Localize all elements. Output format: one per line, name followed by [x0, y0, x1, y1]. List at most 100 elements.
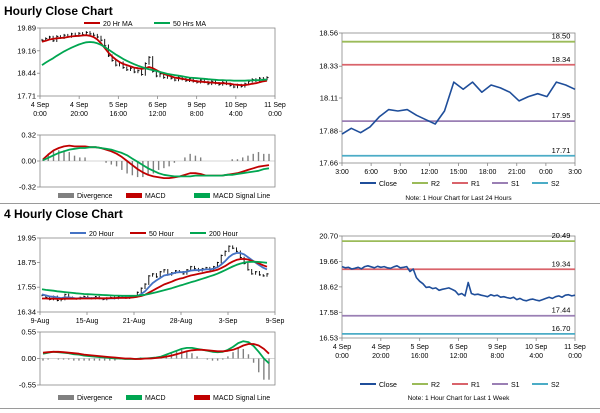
ma-line-20-hour [41, 252, 268, 300]
level-value-label: 20.49 [552, 231, 571, 240]
legend-label: Divergence [77, 395, 113, 402]
y-tick-label: 17.55 [17, 283, 36, 292]
level-value-label: 16.70 [552, 324, 571, 333]
y-tick-label: -0.32 [19, 183, 36, 192]
legend-swatch [194, 395, 210, 400]
x-tick-label: 3-Sep [219, 318, 238, 325]
y-tick-label: 0.55 [21, 328, 36, 337]
x-tick-label: 0:00 [568, 353, 582, 360]
y-tick-label: 19.16 [17, 46, 36, 55]
y-tick-label: 17.88 [319, 127, 338, 136]
x-tick-label: 0:00 [268, 111, 282, 118]
x-tick-label: 28-Aug [170, 318, 193, 325]
x-tick-label: 11 Sep [564, 344, 586, 351]
y-tick-label: 18.44 [17, 69, 36, 78]
y-tick-label: 20.70 [319, 232, 338, 241]
legend-label: R2 [431, 382, 440, 389]
legend-label: Close [379, 181, 397, 188]
hourly-section-title: Hourly Close Chart [4, 4, 113, 18]
x-tick-label: 21:00 [508, 169, 526, 176]
hourly-macd-chart: 0.32 0.00 -0.32 Divergence MACD MACD Signal L… [19, 131, 276, 200]
x-tick-label: 4:00 [529, 353, 543, 360]
x-tick-label: 6:00 [364, 169, 378, 176]
x-tick-label: 0:00 [33, 111, 47, 118]
y-tick-label: 16.53 [319, 334, 338, 343]
x-tick-label: 4 Sep [372, 344, 390, 351]
x-tick-label: 5 Sep [411, 344, 429, 351]
y-tick-label: 18.11 [320, 94, 338, 103]
legend-swatch [58, 395, 74, 400]
plot-frame [39, 237, 276, 313]
legend-label: S2 [551, 181, 560, 188]
x-tick-label: 5 Sep [109, 102, 127, 109]
legend-swatch [126, 395, 142, 400]
four-hourly-price-chart: 19.95 18.75 17.55 16.349-Aug 15-Aug 21-Aug 28-… [17, 231, 285, 325]
legend-label: 50 Hour [149, 231, 175, 238]
level-value-label: 18.34 [552, 55, 571, 64]
x-tick-label: 9-Sep [266, 318, 285, 325]
x-tick-label: 3:00 [568, 169, 582, 176]
y-tick-label: 17.66 [319, 159, 338, 168]
x-tick-label: 4 Sep [70, 102, 88, 109]
x-tick-label: 21-Aug [123, 318, 146, 325]
legend-label: S2 [551, 382, 560, 389]
y-tick-label: -0.55 [19, 381, 36, 390]
legend-label: S1 [511, 382, 520, 389]
four-hourly-macd-chart: 0.55 0.00 -0.55 Divergence MACD MACD Signal L… [19, 328, 276, 402]
y-tick-label: 0.32 [21, 131, 36, 140]
macd-line-macd-signal-line [42, 146, 270, 178]
legend-label: S1 [511, 181, 520, 188]
x-tick-label: 4:00 [229, 111, 243, 118]
x-tick-label: 11 Sep [264, 102, 286, 109]
ma-line-50-hour [42, 258, 268, 300]
x-tick-label: 0:00 [335, 353, 349, 360]
macd-line-macd [42, 144, 270, 179]
y-tick-label: 0.00 [21, 157, 36, 166]
y-tick-label: 19.66 [319, 257, 338, 266]
legend-label: 20 Hour [89, 231, 115, 238]
x-tick-label: 9:00 [393, 169, 407, 176]
x-tick-label: 6 Sep [449, 344, 467, 351]
x-tick-label: 12:00 [149, 111, 167, 118]
legend-label: 20 Hr MA [103, 21, 133, 28]
chart-note: Note: 1 Hour Chart for Last 24 Hours [405, 195, 512, 202]
plot-frame [341, 32, 576, 164]
legend-swatch [126, 193, 142, 198]
legend-label: MACD Signal Line [213, 395, 270, 402]
x-tick-label: 18:00 [479, 169, 497, 176]
x-tick-label: 16:00 [110, 111, 128, 118]
chart-note: Note: 1 Hour Chart for Last 1 Week [408, 395, 511, 402]
legend-label: R2 [431, 181, 440, 188]
level-value-label: 18.50 [552, 32, 571, 41]
y-tick-label: 18.75 [17, 258, 36, 267]
close-line [341, 264, 576, 302]
legend-label: Divergence [77, 193, 113, 200]
y-tick-label: 17.71 [17, 92, 36, 101]
legend-label: MACD Signal Line [213, 193, 270, 200]
legend-label: 50 Hrs MA [173, 21, 206, 28]
x-tick-label: 3:00 [335, 169, 349, 176]
level-value-label: 17.44 [552, 306, 571, 315]
x-tick-label: 10 Sep [525, 344, 547, 351]
x-tick-label: 20:00 [372, 353, 390, 360]
macd-line-macd [42, 340, 270, 364]
legend-label: 200 Hour [209, 231, 238, 238]
legend-label: R1 [471, 181, 480, 188]
ma-line-50-hrs-ma [41, 41, 268, 82]
legend-label: R1 [471, 382, 480, 389]
y-tick-label: 18.56 [319, 29, 338, 38]
x-tick-label: 9-Aug [31, 318, 50, 325]
legend-swatch [194, 193, 210, 198]
x-tick-label: 6 Sep [148, 102, 166, 109]
level-value-label: 17.95 [552, 111, 571, 120]
x-tick-label: 12:00 [450, 353, 468, 360]
legend-label: Close [379, 382, 397, 389]
four-hourly-section-title: 4 Hourly Close Chart [4, 207, 123, 221]
level-value-label: 19.34 [552, 259, 571, 268]
y-tick-label: 16.34 [17, 308, 36, 317]
x-tick-label: 15-Aug [76, 318, 99, 325]
x-tick-label: 4 Sep [31, 102, 49, 109]
x-tick-label: 10 Sep [225, 102, 247, 109]
